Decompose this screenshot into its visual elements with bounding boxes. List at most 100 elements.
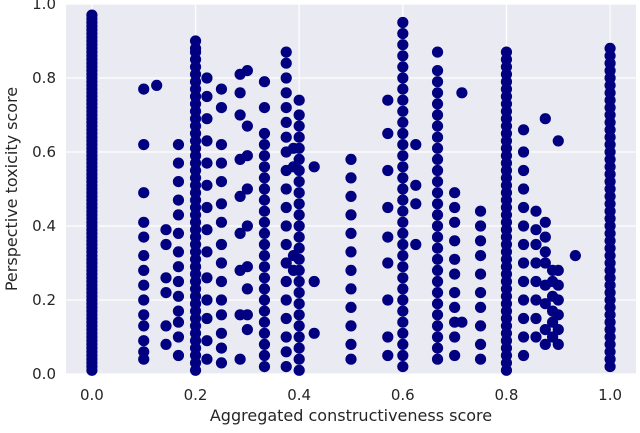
- data-point: [382, 331, 394, 343]
- data-point: [280, 257, 292, 269]
- data-point: [172, 290, 185, 302]
- data-point: [474, 250, 487, 262]
- data-point: [293, 309, 305, 321]
- data-point: [241, 324, 253, 336]
- data-point: [215, 102, 228, 114]
- data-point: [308, 161, 320, 173]
- data-point: [474, 287, 487, 299]
- data-point: [201, 113, 213, 125]
- data-point: [138, 279, 150, 291]
- data-point: [397, 94, 409, 106]
- data-point: [517, 146, 530, 158]
- data-point: [160, 224, 172, 236]
- data-point: [382, 294, 394, 306]
- data-point: [280, 131, 292, 143]
- data-point: [287, 161, 300, 173]
- data-point: [552, 324, 564, 336]
- data-point: [431, 120, 444, 132]
- data-point: [215, 342, 228, 354]
- data-point: [160, 338, 172, 350]
- data-point: [345, 338, 357, 350]
- y-axis-label: Perspective toxicity score: [2, 87, 21, 291]
- data-point: [160, 272, 172, 284]
- data-point: [431, 209, 444, 221]
- data-point: [241, 261, 253, 273]
- data-point: [160, 320, 172, 332]
- data-point: [172, 227, 185, 239]
- data-point: [517, 312, 530, 325]
- data-point: [280, 87, 292, 99]
- data-point: [293, 176, 305, 188]
- data-point: [201, 224, 213, 236]
- data-point: [280, 361, 292, 373]
- data-point: [397, 83, 409, 95]
- data-point: [215, 139, 228, 151]
- data-point: [431, 220, 444, 232]
- data-point: [397, 250, 409, 262]
- data-point: [201, 335, 213, 347]
- data-point: [258, 194, 271, 206]
- data-point: [397, 361, 409, 373]
- data-point: [539, 257, 551, 269]
- data-point: [280, 331, 292, 343]
- data-point: [258, 349, 271, 362]
- data-point: [201, 90, 213, 103]
- data-point: [431, 164, 444, 177]
- data-point: [397, 16, 409, 29]
- data-point: [345, 190, 357, 202]
- data-point: [234, 190, 246, 202]
- data-point: [280, 346, 292, 358]
- x-tick-label: 0.6: [391, 386, 415, 404]
- data-point: [258, 238, 271, 251]
- data-point: [397, 50, 409, 62]
- data-point: [172, 157, 185, 169]
- data-point: [345, 172, 357, 184]
- data-point: [241, 120, 253, 132]
- data-point: [201, 246, 213, 258]
- data-point: [293, 275, 305, 288]
- data-point: [397, 272, 409, 284]
- data-point: [293, 120, 305, 132]
- data-point: [449, 253, 461, 265]
- data-point: [431, 320, 444, 332]
- data-point: [431, 76, 444, 88]
- data-point: [201, 201, 213, 214]
- data-point: [234, 109, 246, 121]
- data-point: [172, 209, 185, 221]
- data-point: [258, 150, 271, 162]
- data-point: [449, 187, 461, 199]
- data-point: [293, 94, 305, 106]
- data-point: [172, 316, 185, 328]
- data-point: [258, 327, 271, 339]
- data-point: [258, 102, 271, 114]
- data-point: [258, 305, 271, 317]
- data-point: [382, 349, 394, 362]
- data-point: [552, 135, 564, 147]
- data-point: [431, 198, 444, 210]
- data-point: [138, 139, 150, 151]
- data-point: [456, 87, 468, 99]
- data-point: [397, 338, 409, 350]
- data-point: [345, 264, 357, 276]
- data-point: [449, 301, 461, 313]
- data-point: [397, 150, 409, 162]
- data-point: [308, 275, 320, 288]
- data-point: [474, 338, 487, 350]
- data-point: [258, 227, 271, 239]
- data-point: [138, 216, 150, 228]
- x-tick-label: 1.0: [598, 386, 622, 404]
- y-tick-label: 0.0: [32, 365, 56, 383]
- data-point: [449, 331, 461, 343]
- data-point: [215, 275, 228, 288]
- data-point: [517, 124, 530, 136]
- data-point: [280, 72, 292, 84]
- data-points: [86, 9, 616, 376]
- data-point: [258, 205, 271, 217]
- data-point: [138, 264, 150, 276]
- data-point: [539, 231, 551, 243]
- data-point: [382, 164, 394, 177]
- data-point: [293, 231, 305, 243]
- data-point: [258, 272, 271, 284]
- data-point: [258, 161, 271, 173]
